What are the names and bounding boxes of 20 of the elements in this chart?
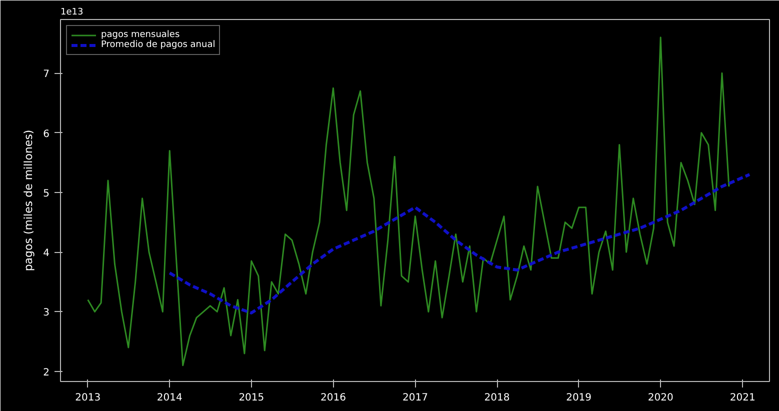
x-tick-label: 2017 <box>402 392 428 404</box>
text: 1e13 <box>60 8 84 18</box>
x-tick-label: 2016 <box>320 392 346 404</box>
y-tick-label: 6 <box>43 128 50 140</box>
y-tick-label: 3 <box>43 308 50 319</box>
legend-label: Promedio de pagos anual <box>101 40 216 50</box>
x-tick-label: 2019 <box>566 392 592 404</box>
y-tick-label: 2 <box>43 367 50 378</box>
x-tick-label: 2020 <box>648 392 674 404</box>
x-tick-label: 2015 <box>238 392 264 404</box>
x-tick-label: 2021 <box>730 392 756 404</box>
x-tick-label: 2013 <box>75 392 101 404</box>
y-tick-label: 5 <box>43 188 50 200</box>
legend-label: pagos mensuales <box>101 30 180 40</box>
x-tick-label: 2014 <box>156 392 182 404</box>
x-tick-label: 2018 <box>484 392 510 404</box>
y-axis-title: pagos (miles de millones) <box>22 130 36 272</box>
line-series <box>168 173 752 314</box>
y-tick-label: 7 <box>43 69 50 80</box>
y-tick-label: 4 <box>43 248 50 260</box>
